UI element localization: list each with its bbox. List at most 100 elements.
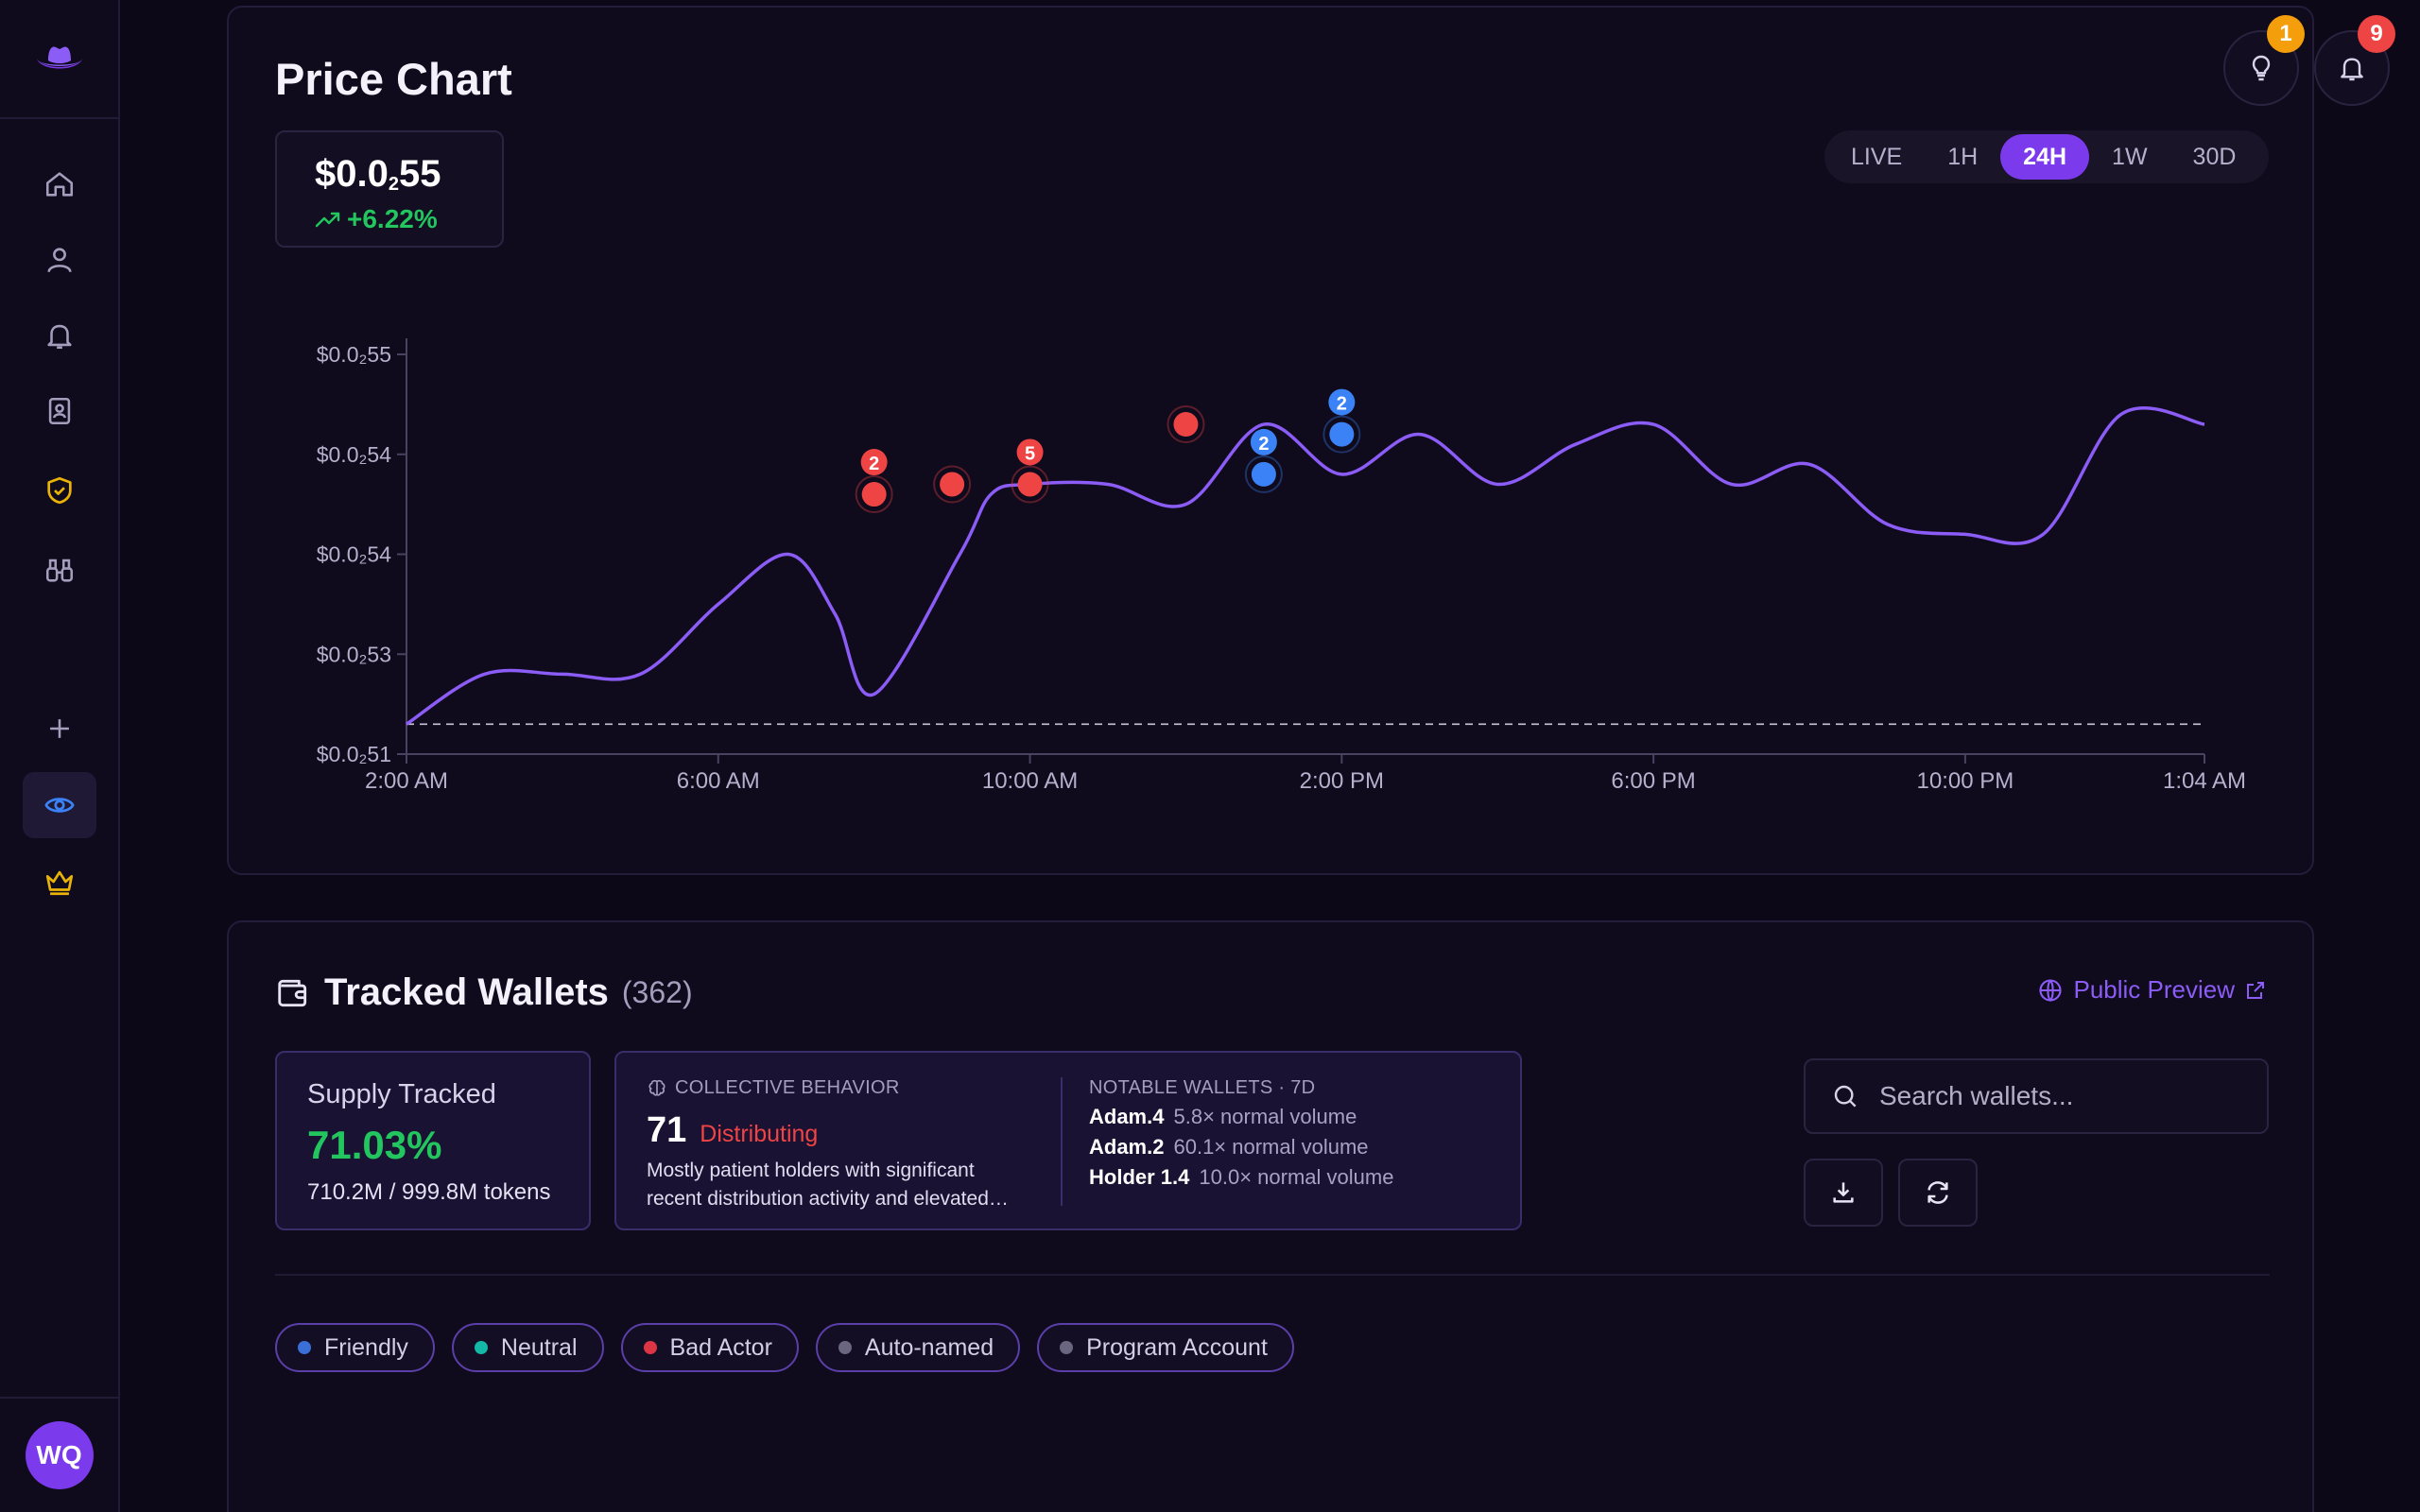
- event-count-badge: [860, 449, 888, 476]
- home-icon: [45, 172, 74, 197]
- contact-book-icon: [48, 397, 71, 425]
- shield-check-icon: [47, 476, 72, 505]
- collective-behavior-card[interactable]: COLLECTIVE BEHAVIOR 71 Distributing Most…: [614, 1051, 1522, 1230]
- sidebar-item-tracking[interactable]: [23, 772, 96, 838]
- public-preview-link[interactable]: Public Preview: [2037, 975, 2267, 1005]
- event-count-label: 2: [1337, 394, 1347, 415]
- notable-wallets-header: NOTABLE WALLETS · 7D: [1089, 1077, 1316, 1098]
- sidebar-item-security[interactable]: [23, 457, 96, 524]
- event-marker: [1251, 461, 1276, 487]
- sidebar: WQ: [0, 0, 120, 1512]
- timeframe-selector: LIVE 1H 24H 1W 30D: [1824, 130, 2269, 183]
- notable-wallet-row[interactable]: Adam.2 60.1× normal volume: [1089, 1135, 1369, 1159]
- supply-percentage: 71.03%: [307, 1123, 442, 1167]
- bell-icon: [2341, 58, 2363, 81]
- crown-icon: [45, 870, 74, 896]
- notifications-badge: 9: [2358, 15, 2395, 53]
- supply-label: Supply Tracked: [307, 1079, 496, 1109]
- download-button[interactable]: [1804, 1159, 1883, 1227]
- y-tick-label: $0.0₂51: [317, 742, 391, 766]
- search-icon: [1834, 1085, 1857, 1108]
- notable-wallet-row[interactable]: Holder 1.4 10.0× normal volume: [1089, 1165, 1394, 1189]
- supply-tokens: 710.2M / 999.8M tokens: [307, 1179, 551, 1205]
- timeframe-24h[interactable]: 24H: [2000, 134, 2090, 180]
- event-marker-ring: [1167, 405, 1205, 444]
- plus-icon: [50, 719, 69, 738]
- filter-neutral[interactable]: Neutral: [451, 1323, 604, 1372]
- wallet-icon: [278, 979, 307, 1006]
- event-count-badge: [1250, 428, 1277, 455]
- sidebar-item-add[interactable]: [23, 696, 96, 762]
- sidebar-footer: WQ: [0, 1397, 118, 1512]
- bad-actor-dot: [643, 1341, 657, 1354]
- timeframe-30d[interactable]: 30D: [2192, 143, 2237, 170]
- bell-icon: [47, 324, 72, 350]
- neutral-dot: [474, 1341, 488, 1354]
- y-tick-label: $0.0₂54: [317, 542, 391, 567]
- page-title: Price Chart: [275, 54, 512, 104]
- timeframe-live[interactable]: LIVE: [1851, 143, 1903, 170]
- cowboy-hat-logo-icon: [36, 46, 82, 69]
- x-tick-label: 6:00 PM: [1611, 768, 1695, 794]
- download-icon: [1833, 1182, 1854, 1203]
- event-marker-ring: [1322, 415, 1361, 454]
- x-tick-label: 2:00 AM: [365, 768, 448, 794]
- divider: [275, 1274, 2270, 1276]
- behavior-description-line-2: recent distribution activity and elevate…: [647, 1188, 1009, 1210]
- external-link-icon: [2247, 981, 2264, 999]
- friendly-dot: [298, 1341, 311, 1354]
- section-title: Tracked Wallets: [324, 971, 609, 1013]
- trend-up-icon: [315, 212, 340, 228]
- x-tick-label: 6:00 AM: [677, 768, 760, 794]
- price-line-chart[interactable]: $0.0₂55$0.0₂54$0.0₂54$0.0₂53$0.0₂512:00 …: [229, 8, 2316, 877]
- tips-button[interactable]: 1: [2223, 15, 2305, 106]
- tips-badge: 1: [2267, 15, 2305, 53]
- event-marker-ring: [1244, 455, 1283, 493]
- refresh-button[interactable]: [1898, 1159, 1978, 1227]
- x-tick-label: 2:00 PM: [1300, 768, 1384, 794]
- sidebar-item-home[interactable]: [23, 151, 96, 217]
- y-tick-label: $0.0₂53: [317, 642, 391, 666]
- x-tick-label: 1:04 AM: [2163, 768, 2246, 794]
- app-logo[interactable]: [0, 0, 118, 119]
- price-line: [406, 405, 2205, 726]
- timeframe-1h[interactable]: 1H: [1947, 143, 1979, 170]
- wallet-filters: Friendly Neutral Bad Actor Auto-named Pr…: [275, 1323, 1294, 1372]
- timeframe-1w[interactable]: 1W: [2112, 143, 2148, 170]
- filter-auto-named[interactable]: Auto-named: [815, 1323, 1021, 1372]
- supply-tracked-card: Supply Tracked 71.03% 710.2M / 999.8M to…: [275, 1051, 591, 1230]
- eye-icon: [44, 798, 75, 813]
- behavior-summary: COLLECTIVE BEHAVIOR 71 Distributing Most…: [647, 1077, 1044, 1213]
- event-marker: [861, 482, 887, 507]
- sidebar-item-watch[interactable]: [23, 537, 96, 603]
- x-tick-label: 10:00 PM: [1917, 768, 2014, 794]
- sidebar-item-premium[interactable]: [23, 849, 96, 915]
- event-marker: [940, 472, 965, 497]
- program-account-dot: [1060, 1341, 1074, 1354]
- notifications-button[interactable]: 9: [2314, 15, 2395, 106]
- auto-named-dot: [838, 1341, 852, 1354]
- divider: [1061, 1077, 1063, 1206]
- price-change: +6.22%: [315, 204, 438, 234]
- event-marker: [1173, 412, 1199, 438]
- globe-icon: [2039, 978, 2063, 1002]
- avatar[interactable]: WQ: [25, 1421, 94, 1489]
- sidebar-item-alerts[interactable]: [23, 302, 96, 369]
- wallet-search: [1804, 1058, 2269, 1134]
- event-count-label: 5: [1025, 443, 1035, 464]
- behavior-status: Distributing: [700, 1121, 819, 1147]
- event-marker: [1329, 421, 1355, 447]
- notable-wallet-row[interactable]: Adam.4 5.8× normal volume: [1089, 1105, 1357, 1128]
- sidebar-item-profile[interactable]: [23, 227, 96, 293]
- current-price: $0.0255: [315, 153, 441, 195]
- tracked-wallets-card: Tracked Wallets (362) Public Preview Sup…: [227, 920, 2314, 1512]
- search-input[interactable]: [1879, 1081, 2257, 1111]
- behavior-score-row: 71 Distributing: [647, 1110, 1044, 1151]
- sidebar-item-contacts[interactable]: [23, 378, 96, 444]
- filter-program-account[interactable]: Program Account: [1037, 1323, 1294, 1372]
- behavior-description-line-1: Mostly patient holders with significant: [647, 1160, 975, 1181]
- filter-bad-actor[interactable]: Bad Actor: [620, 1323, 799, 1372]
- refresh-icon: [1927, 1181, 1948, 1204]
- event-count-label: 2: [1258, 434, 1269, 455]
- filter-friendly[interactable]: Friendly: [275, 1323, 435, 1372]
